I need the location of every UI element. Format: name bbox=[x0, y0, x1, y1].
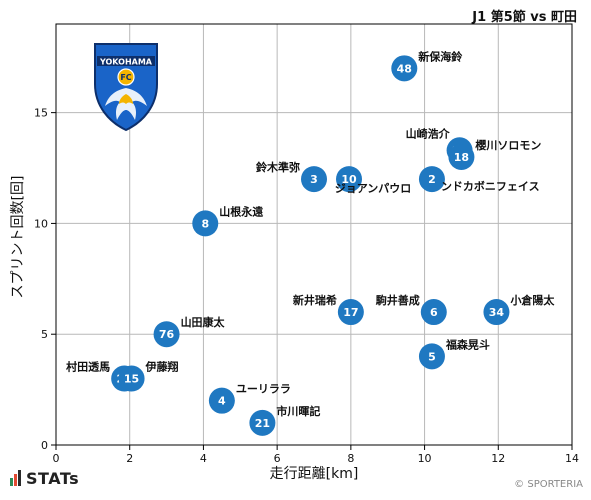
logo-badge-text: FC bbox=[120, 73, 131, 82]
data-points: 48新保海鈴30山崎浩介18櫻川ソロモン3鈴木準弥10ジョアンパウロ2ンドカボニ… bbox=[66, 49, 555, 436]
player-marker bbox=[208, 387, 235, 414]
player-name-label: 山田康太 bbox=[181, 315, 226, 329]
player-number: 2 bbox=[428, 173, 436, 186]
player-point-group: 17 新井瑞希 bbox=[293, 293, 364, 326]
player-point-group: 6 駒井善成 bbox=[376, 293, 447, 326]
x-tick-label: 10 bbox=[418, 452, 432, 465]
player-name-label: 市川暉記 bbox=[276, 404, 320, 418]
player-name-label: 新保海鈴 bbox=[418, 49, 463, 63]
player-marker bbox=[118, 365, 145, 392]
player-marker bbox=[336, 166, 363, 193]
player-number: 17 bbox=[343, 306, 358, 319]
player-number: 6 bbox=[430, 306, 438, 319]
player-point-group: 48 新保海鈴 bbox=[391, 49, 463, 82]
player-name-label: 山根永遠 bbox=[219, 204, 263, 218]
player-number: 48 bbox=[397, 62, 412, 75]
player-marker bbox=[301, 166, 327, 193]
y-tick-label: 5 bbox=[41, 328, 48, 341]
player-name-label: ジョアンパウロ bbox=[335, 182, 412, 195]
player-number: 34 bbox=[489, 306, 505, 319]
player-point-group: 76 山田康太 bbox=[153, 315, 226, 348]
player-number: 4 bbox=[218, 395, 226, 408]
player-number: 3 bbox=[310, 173, 318, 186]
player-marker bbox=[391, 55, 418, 82]
y-tick-label: 0 bbox=[41, 439, 48, 452]
stats-brand: STATs bbox=[10, 469, 79, 490]
player-point-group: 34 小倉陽太 bbox=[483, 293, 555, 326]
plot-frame bbox=[55, 23, 573, 446]
player-point-group: 5 福森晃斗 bbox=[418, 337, 490, 370]
player-name-label: 新井瑞希 bbox=[293, 293, 337, 307]
player-marker bbox=[249, 409, 276, 436]
player-number: 10 bbox=[341, 173, 357, 186]
x-tick-label: 8 bbox=[347, 452, 354, 465]
x-tick-label: 2 bbox=[126, 452, 133, 465]
player-name-label: 櫻川ソロモン bbox=[474, 138, 541, 152]
y-tick-label: 10 bbox=[34, 217, 48, 230]
axes: 0 2 4 6 8 10 12 14 0 5 10 15 bbox=[34, 23, 579, 465]
logo-text: YOKOHAMA bbox=[99, 58, 153, 67]
player-name-label: ンドカボニフェイス bbox=[441, 179, 540, 193]
x-tick-label: 12 bbox=[491, 452, 505, 465]
y-axis-label: スプリント回数[回] bbox=[10, 176, 26, 299]
player-point-group: 2 ンドカボニフェイス bbox=[418, 166, 540, 193]
player-number: 18 bbox=[454, 151, 469, 164]
logo-banner bbox=[97, 56, 155, 66]
player-name-label: 福森晃斗 bbox=[445, 337, 490, 351]
player-point-group: 21 市川暉記 bbox=[249, 404, 320, 436]
player-number: 21 bbox=[255, 417, 270, 430]
x-axis-label: 走行距離[km] bbox=[270, 465, 359, 482]
player-number: 76 bbox=[159, 328, 175, 341]
logo-badge-circle bbox=[117, 68, 135, 86]
player-point-group: 8 山根永遠 bbox=[192, 204, 263, 237]
player-marker bbox=[337, 299, 364, 326]
x-tick-label: 6 bbox=[274, 452, 281, 465]
player-name-label: 山崎浩介 bbox=[406, 126, 451, 140]
player-marker bbox=[192, 210, 219, 237]
x-tick-label: 4 bbox=[200, 452, 207, 465]
match-title: J1 第5節 vs 町田 bbox=[472, 10, 577, 25]
player-point-group: 4 ユーリララ bbox=[208, 383, 291, 414]
player-marker bbox=[153, 321, 180, 348]
club-logo: YOKOHAMA FC bbox=[94, 43, 158, 132]
x-tick-label: 14 bbox=[565, 452, 579, 465]
player-name-label: 村田透馬 bbox=[66, 360, 110, 374]
player-point-group: 15 伊藤翔 bbox=[118, 360, 179, 392]
copyright-credit: © SPORTERIA bbox=[514, 479, 583, 490]
player-marker bbox=[483, 299, 510, 326]
player-name-label: 伊藤翔 bbox=[145, 360, 179, 374]
logo-phoenix-inner bbox=[119, 94, 133, 104]
y-tick-label: 15 bbox=[34, 107, 48, 120]
player-marker bbox=[420, 299, 447, 326]
stats-brand-text: STATs bbox=[26, 469, 80, 488]
player-point-group: 18 櫻川ソロモン bbox=[448, 138, 541, 170]
player-point-group: 3 鈴木準弥 bbox=[256, 160, 327, 193]
player-marker bbox=[448, 143, 475, 170]
player-marker bbox=[418, 343, 445, 370]
player-marker bbox=[418, 166, 445, 193]
player-number: 15 bbox=[124, 373, 139, 386]
player-name-label: ユーリララ bbox=[236, 383, 291, 396]
player-name-label: 小倉陽太 bbox=[509, 293, 555, 307]
x-tick-label: 0 bbox=[53, 452, 60, 465]
player-name-label: 駒井善成 bbox=[376, 293, 420, 307]
player-name-label: 鈴木準弥 bbox=[256, 160, 300, 174]
player-number: 8 bbox=[201, 217, 209, 230]
stats-logo-icon bbox=[10, 470, 22, 490]
player-number: 5 bbox=[428, 350, 436, 363]
